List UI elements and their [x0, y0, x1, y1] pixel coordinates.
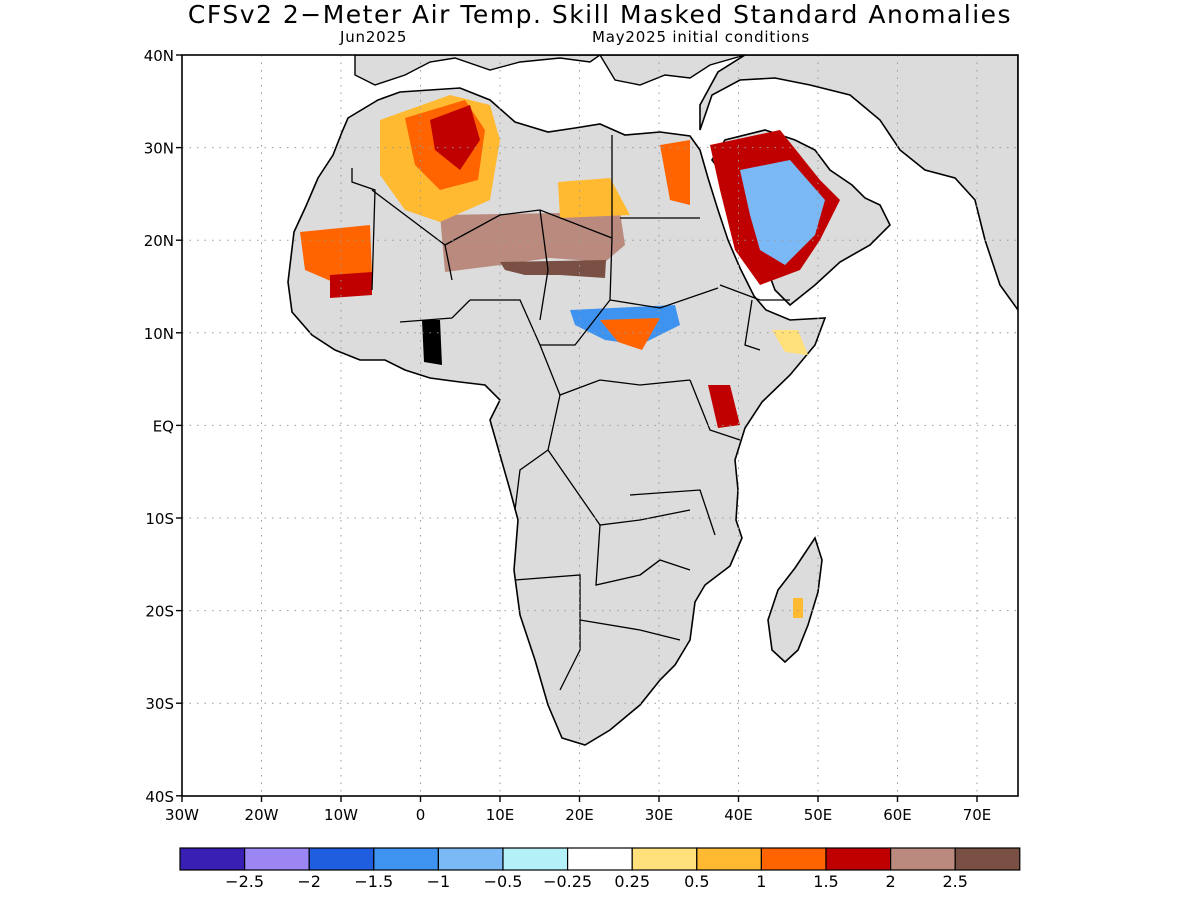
colorbar-swatch — [825, 847, 892, 871]
africa-land — [287, 87, 827, 746]
colorbar-label: 0.5 — [684, 872, 709, 891]
lat-tick-label: 30N — [144, 140, 174, 158]
somalia-warm — [772, 330, 808, 355]
sudan-colder — [600, 318, 660, 350]
colorbar-label: −0.25 — [543, 872, 592, 891]
colorbar-label: −2 — [297, 872, 321, 891]
chad-hot — [440, 212, 625, 272]
lon-tick-label: 60E — [883, 806, 912, 824]
initial-conditions-label: May2025 initial conditions — [592, 28, 810, 46]
lat-tick-label: 10S — [145, 510, 174, 528]
longitude-axis: 30W 20W 10W 0 10E 20E 30E 40E 50E 60E 70E — [165, 796, 991, 824]
lon-tick-label: 40E — [724, 806, 753, 824]
kenya-hot — [708, 385, 740, 428]
lon-tick-label: 10E — [486, 806, 515, 824]
colorbar-swatch — [244, 847, 310, 871]
colorbar-label: 0.25 — [614, 872, 650, 891]
sahel-warm — [330, 272, 372, 298]
colorbar-swatch — [566, 847, 633, 871]
colorbar-swatch — [954, 847, 1021, 871]
colorbar-swatch — [179, 847, 246, 871]
algeria-core — [430, 105, 480, 170]
lat-tick-label: 10N — [144, 325, 174, 343]
lon-tick-label: 20E — [565, 806, 594, 824]
lat-tick-label: 20N — [144, 232, 174, 250]
colorbar-label: −1 — [427, 872, 451, 891]
colorbar-swatch — [760, 847, 827, 871]
lon-tick-label: 10W — [324, 806, 358, 824]
lon-tick-label: 20W — [245, 806, 279, 824]
arabia-hot — [740, 160, 825, 265]
colorbar-swatch — [696, 847, 762, 871]
madagascar-hot — [793, 598, 803, 618]
colorbar-swatch — [502, 847, 569, 871]
colorbar-label: 1.5 — [813, 872, 838, 891]
page-title: CFSv2 2−Meter Air Temp. Skill Masked Sta… — [187, 0, 1013, 29]
colorbar-label: 2 — [886, 872, 896, 891]
europe-land — [354, 55, 602, 86]
colorbar-label: −2.5 — [225, 872, 264, 891]
colorbar-swatch — [373, 847, 439, 871]
lat-tick-label: 40S — [145, 788, 174, 806]
colorbar-label: −0.5 — [484, 872, 523, 891]
lon-tick-label: 30W — [165, 806, 199, 824]
colorbar-label: −1.5 — [354, 872, 393, 891]
valid-month-label: Jun2025 — [340, 28, 408, 46]
colorbar-swatch — [308, 847, 375, 871]
anomaly-layer — [300, 95, 840, 618]
lat-tick-label: 20S — [145, 603, 174, 621]
colorbar: −2.5 −2 −1.5 −1 −0.5 −0.25 0.25 0.5 1 1.5 2 2.5 — [179, 847, 1021, 891]
egypt-very-hot — [660, 140, 690, 205]
lat-tick-label: EQ — [153, 417, 174, 435]
colorbar-swatch — [631, 847, 698, 871]
lon-tick-label: 50E — [804, 806, 833, 824]
lon-tick-label: 70E — [963, 806, 992, 824]
nigeria-warm — [422, 320, 442, 365]
lon-tick-label: 30E — [645, 806, 674, 824]
colorbar-swatch — [889, 847, 956, 871]
latitude-axis: 40N 30N 20N 10N EQ 10S 20S 30S 40S — [144, 47, 182, 806]
balkans-land — [599, 55, 746, 86]
lon-tick-label: 0 — [416, 806, 426, 824]
lat-tick-label: 30S — [145, 695, 174, 713]
lat-tick-label: 40N — [144, 47, 174, 65]
country-borders — [351, 135, 790, 691]
colorbar-swatch — [437, 847, 504, 871]
colorbar-label: 2.5 — [942, 872, 967, 891]
colorbar-label: 1 — [756, 872, 766, 891]
